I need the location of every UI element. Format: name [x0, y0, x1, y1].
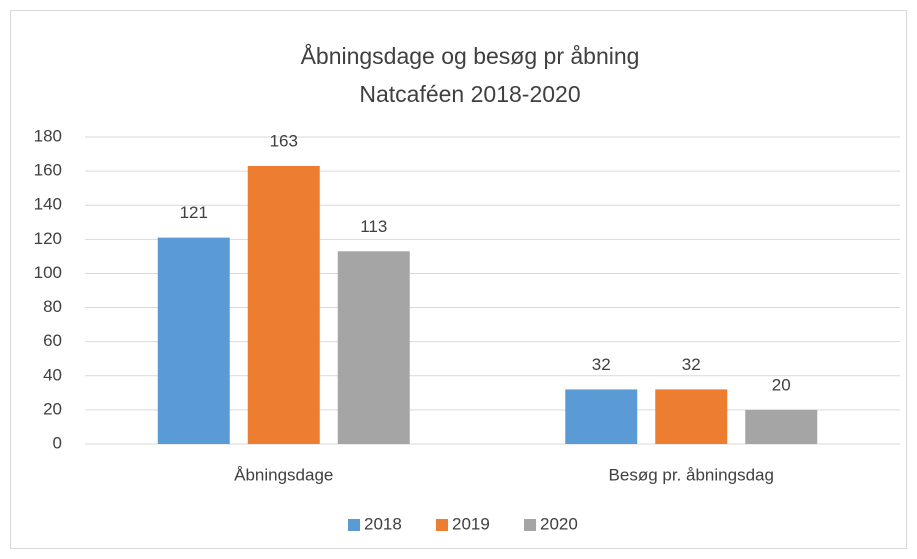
y-tick-label: 100: [34, 263, 62, 282]
bar: [337, 251, 410, 444]
legend-label: 2019: [452, 514, 490, 533]
data-label: 32: [682, 355, 701, 374]
y-tick-label: 180: [34, 126, 62, 145]
data-label: 113: [360, 217, 387, 236]
x-tick-label: Åbningsdage: [234, 465, 333, 484]
legend-label: 2018: [364, 514, 402, 533]
bar: [745, 409, 818, 444]
data-label: 20: [772, 375, 791, 394]
data-label: 32: [592, 355, 611, 374]
y-tick-label: 80: [43, 297, 62, 316]
y-tick-label: 140: [34, 195, 62, 214]
legend-swatch: [524, 519, 536, 531]
legend-label: 2020: [540, 514, 578, 533]
legend-swatch: [436, 519, 448, 531]
chart-subtitle: Natcaféen 2018-2020: [359, 81, 580, 107]
y-tick-label: 20: [43, 399, 62, 418]
data-label: 121: [180, 203, 208, 222]
chart-title: Åbningsdage og besøg pr åbning: [301, 42, 640, 69]
bar: [655, 389, 728, 444]
bar: [565, 389, 638, 444]
legend-swatch: [348, 519, 360, 531]
x-tick-label: Besøg pr. åbningsdag: [609, 465, 774, 484]
bar: [157, 237, 230, 444]
bar: [247, 165, 320, 444]
y-tick-label: 40: [43, 365, 62, 384]
data-label: 163: [270, 131, 298, 150]
y-tick-label: 60: [43, 331, 62, 350]
y-tick-label: 120: [34, 229, 62, 248]
y-tick-label: 0: [53, 433, 62, 452]
y-tick-label: 160: [34, 161, 62, 180]
